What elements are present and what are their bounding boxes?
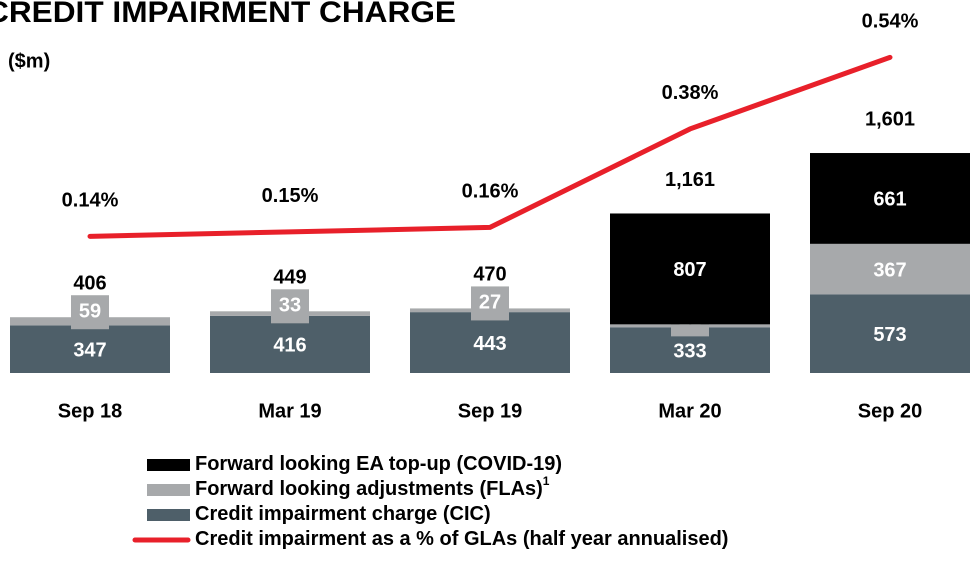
x-tick-label: Sep 20 [858,400,922,422]
legend-label: Forward looking adjustments (FLAs)1 [195,474,550,500]
line-label: 0.14% [62,190,119,212]
bar-segment [410,312,570,373]
data-label: 333 [673,340,706,362]
total-label: 1,161 [665,169,715,191]
x-tick-label: Mar 19 [258,400,321,422]
data-label: 367 [873,259,906,281]
data-label: 59 [79,300,101,322]
chart-subtitle: ($m) [8,50,50,72]
label-box [471,286,509,321]
bar-segment [10,325,170,373]
line-label: 0.38% [662,82,719,104]
bar-segment [810,243,970,295]
line-label: 0.54% [862,11,919,33]
legend-label: Forward looking EA top-up (COVID-19) [195,453,562,475]
chart-title: CREDIT IMPAIRMENT CHARGE [0,0,456,29]
legend-label: Credit impairment as a % of GLAs (half y… [195,528,728,550]
legend-text: Credit impairment as a % of GLAs (half y… [195,528,728,550]
data-label: 443 [473,333,506,355]
bar-segment [810,294,970,373]
data-label: 573 [873,324,906,346]
legend-swatch [147,509,190,521]
data-label: 33 [279,295,301,317]
total-label: 1,601 [865,108,915,130]
data-label: 27 [479,292,501,314]
data-label: 347 [73,339,106,361]
legend-text: Credit impairment charge (CIC) [195,503,491,525]
data-label: 807 [673,259,706,281]
bar-segment [210,315,370,373]
total-label: 470 [473,264,506,286]
line-label: 0.16% [462,181,519,203]
legend-text: Forward looking adjustments (FLAs) [195,478,543,500]
total-label: 449 [273,267,306,289]
label-box [271,289,309,324]
legend-text: Forward looking EA top-up (COVID-19) [195,453,562,475]
line [87,54,893,239]
legend-note: 1 [543,474,550,488]
total-label: 406 [73,272,106,294]
x-tick-label: Mar 20 [658,400,721,422]
legend-swatch [147,459,190,471]
x-tick-label: Sep 19 [458,400,522,422]
legend-swatch [147,484,190,496]
label-box [71,295,109,330]
x-tick-label: Sep 18 [58,400,122,422]
data-label: 661 [873,189,906,211]
legend-label: Credit impairment charge (CIC) [195,503,491,525]
data-label: 416 [273,335,306,357]
bar-segment [810,153,970,244]
line-label: 0.15% [262,185,319,207]
bar-segment [610,213,770,325]
